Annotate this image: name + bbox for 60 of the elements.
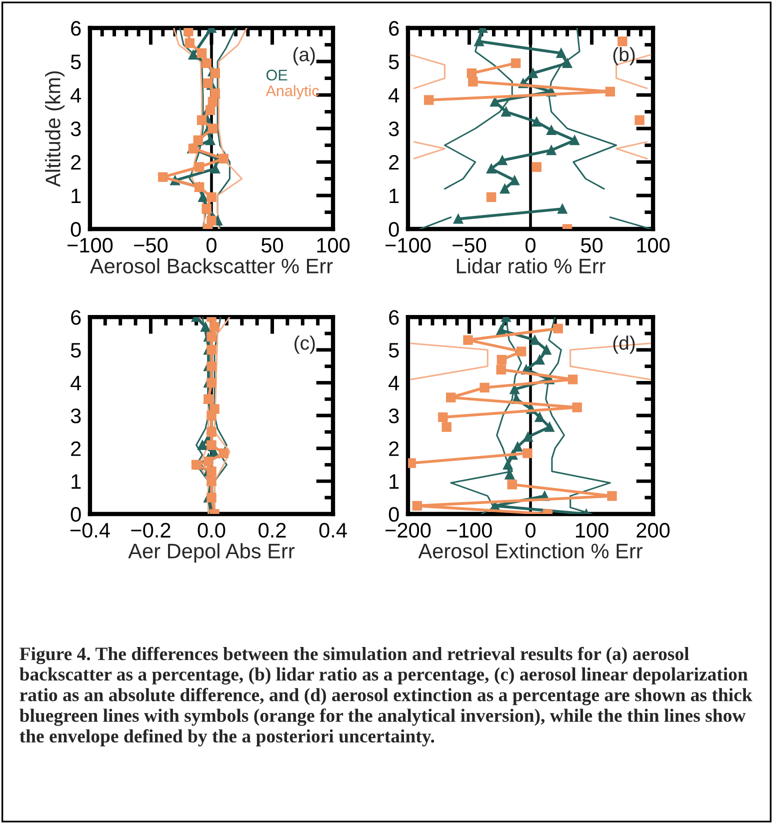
y-tick-label: 3 bbox=[388, 408, 399, 424]
x-tick-label: −100 bbox=[386, 238, 431, 253]
x-tick-label: 100 bbox=[317, 238, 350, 253]
y-tick-label: 2 bbox=[71, 155, 81, 170]
y-tick-label: 5 bbox=[388, 54, 399, 70]
x-axis-title: Aerosol Backscatter % Err bbox=[90, 258, 333, 274]
x-tick-label: 100 bbox=[576, 522, 608, 538]
y-tick-label: 4 bbox=[70, 88, 82, 103]
x-tick-label: 0.2 bbox=[258, 522, 286, 538]
y-tick-label: 6 bbox=[389, 21, 399, 36]
y-tick-label: 0 bbox=[70, 222, 81, 237]
y-tick-label: 3 bbox=[70, 122, 81, 136]
x-tick-label: −0.4 bbox=[70, 522, 110, 538]
x-tick-label: 0.0 bbox=[198, 522, 226, 538]
y-tick-label: 3 bbox=[70, 408, 81, 424]
y-tick-label: 1 bbox=[72, 188, 81, 204]
y-tick-label: 6 bbox=[71, 310, 81, 325]
x-tick-label: −50 bbox=[134, 238, 168, 253]
x-tick-label: 0 bbox=[526, 238, 536, 253]
x-tick-label: −100 bbox=[446, 522, 492, 538]
x-axis-title: Lidar ratio % Err bbox=[456, 258, 606, 274]
y-tick-label: 5 bbox=[388, 343, 399, 358]
y-tick-label: 0 bbox=[70, 507, 81, 522]
x-tick-label: −0.2 bbox=[131, 522, 170, 538]
y-tick-label: 5 bbox=[70, 54, 81, 70]
y-tick-label: 1 bbox=[390, 474, 399, 489]
y-tick-label: 4 bbox=[388, 88, 400, 103]
x-tick-label: 0 bbox=[206, 238, 216, 253]
y-tick-label: 2 bbox=[71, 441, 81, 456]
y-tick-label: 1 bbox=[72, 474, 81, 489]
text: Analytic bbox=[266, 85, 319, 100]
x-tick-label: −50 bbox=[452, 238, 486, 253]
y-axis-title: Altitude (km) bbox=[45, 71, 64, 187]
y-tick-label: 6 bbox=[389, 310, 399, 325]
y-tick-label: 6 bbox=[71, 21, 81, 36]
y-tick-label: 3 bbox=[388, 122, 399, 136]
x-axis-title: Aerosol Extinction % Err bbox=[418, 543, 642, 558]
annotation: (d) bbox=[613, 336, 635, 354]
y-tick-label: 1 bbox=[390, 188, 399, 204]
x-axis-title: Aer Depol Abs Err bbox=[128, 543, 295, 563]
y-tick-label: 2 bbox=[389, 155, 399, 170]
x-tick-label: −100 bbox=[68, 238, 113, 253]
text: OE bbox=[266, 70, 288, 81]
annotation: (a) bbox=[293, 47, 315, 66]
x-tick-label: 0 bbox=[526, 522, 536, 538]
x-tick-label: 50 bbox=[262, 238, 284, 253]
y-tick-label: 0 bbox=[388, 222, 399, 237]
y-tick-label: 4 bbox=[388, 376, 400, 390]
x-tick-label: −200 bbox=[386, 522, 431, 538]
x-tick-label: 200 bbox=[636, 522, 670, 538]
caption: Figure 4. The differences between the simulation and retrieval results for (a) aerosol backscatter as a percentage, (b) lidar ratio as a percentage, (c) aerosol linear depolarization ratio as an absolute difference, and (d) aerosol extinction as a percentage are shown as thick bluegreen lines with symbols (orange for the analytical inversion), while the thin lines show the envelope defined by the a posteriori uncertainty. bbox=[20, 646, 752, 746]
y-tick-label: 4 bbox=[70, 376, 82, 390]
annotation: (b) bbox=[613, 47, 635, 66]
x-tick-label: 0.4 bbox=[319, 522, 347, 538]
y-tick-label: 0 bbox=[388, 507, 399, 522]
y-tick-label: 5 bbox=[70, 343, 81, 358]
x-tick-label: 50 bbox=[581, 238, 603, 253]
annotation: (c) bbox=[294, 336, 315, 354]
x-tick-label: 100 bbox=[637, 238, 670, 253]
y-tick-label: 2 bbox=[389, 441, 399, 456]
